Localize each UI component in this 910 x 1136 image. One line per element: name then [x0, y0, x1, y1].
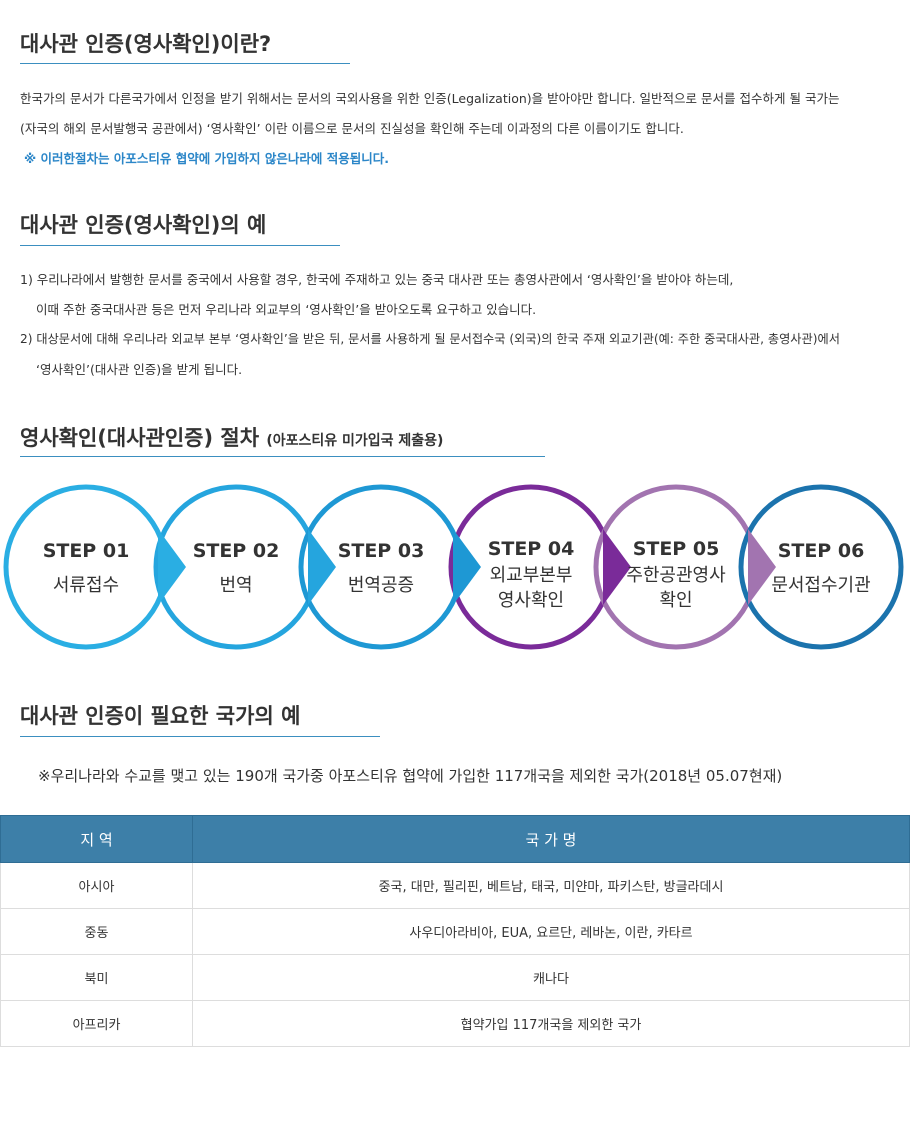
step-arrow [308, 529, 336, 605]
table-body: 아시아 중국, 대만, 필리핀, 베트남, 태국, 미얀마, 파키스탄, 방글라데… [0, 862, 910, 1047]
list-line: 1) 우리나라에서 발행한 문서를 중국에서 사용할 경우, 한국에 주재하고 … [20, 272, 734, 287]
title-underline [20, 63, 350, 64]
step-label: STEP 03 [338, 540, 425, 562]
section-title: 영사확인(대사관인증) 절차 (아포스티유 미가입국 제출용) [20, 422, 443, 452]
step-arrow [748, 529, 776, 605]
step-circle [738, 484, 904, 650]
step-arrow [603, 529, 631, 605]
section-title: 대사관 인증(영사확인)의 예 [20, 213, 267, 237]
region-cell: 중동 [0, 908, 193, 955]
header-cell: 국 가 명 [192, 815, 910, 863]
table-row: 중동 사우디아라비아, EUA, 요르단, 레바논, 이란, 카타르 [0, 908, 910, 955]
step-text: 서류접수 [53, 575, 119, 596]
step-text: 문서접수기관 [771, 575, 870, 596]
table-row: 북미 캐나다 [0, 954, 910, 1001]
country-table: 지 역 국 가 명 아시아 중국, 대만, 필리핀, 베트남, 태국, 미얀마, … [0, 815, 910, 1047]
list-line: 이때 주한 중국대사관 등은 먼저 우리나라 외교부의 ‘영사확인’을 받아오도… [36, 302, 537, 317]
paragraph-line: 한국가의 문서가 다른국가에서 인정을 받기 위해서는 문서의 국외사용을 위한… [20, 91, 840, 106]
countries-cell: 중국, 대만, 필리핀, 베트남, 태국, 미얀마, 파키스탄, 방글라데시 [192, 862, 910, 909]
region-cell: 북미 [0, 954, 193, 1001]
step-text: 주한공관영사 [626, 565, 726, 586]
step-label: STEP 06 [778, 540, 865, 562]
step-text: 번역 [219, 575, 252, 596]
section-title: 대사관 인증이 필요한 국가의 예 [20, 704, 301, 728]
list-line: 2) 대상문서에 대해 우리나라 외교부 본부 ‘영사확인’을 받은 뒤, 문서… [20, 332, 840, 346]
title-underline [20, 456, 545, 457]
title-underline [20, 736, 380, 737]
title-underline [20, 245, 340, 246]
subtitle: (아포스티유 미가입국 제출용) [266, 433, 444, 449]
paragraph-line: (자국의 해외 문서발행국 공관에서) ‘영사확인’ 이란 이름으로 문서의 진… [20, 121, 684, 136]
table-row: 아프리카 협약가입 117개국을 제외한 국가 [0, 1000, 910, 1047]
step-arrow [453, 529, 481, 605]
list-line: ‘영사확인’(대사관 인증)을 받게 됩니다. [36, 362, 243, 377]
step-text: 외교부본부 [490, 565, 573, 586]
step-circle [3, 484, 169, 650]
step-label: STEP 01 [43, 540, 130, 562]
step-text: 영사확인 [498, 590, 564, 611]
title-text: 영사확인(대사관인증) 절차 [20, 426, 260, 450]
header-row: 지 역 국 가 명 [0, 815, 910, 863]
note: ※ 이러한절차는 아포스티유 협약에 가입하지 않은나라에 적용됩니다. [24, 151, 390, 166]
step-label: STEP 04 [488, 538, 575, 560]
step-label: STEP 05 [633, 538, 720, 560]
step-label: STEP 02 [193, 540, 280, 562]
countries-cell: 사우디아라비아, EUA, 요르단, 레바논, 이란, 카타르 [192, 908, 910, 955]
region-cell: 아시아 [0, 862, 193, 909]
step-text: 번역공증 [348, 575, 414, 596]
header-cell: 지 역 [0, 815, 193, 863]
table-row: 아시아 중국, 대만, 필리핀, 베트남, 태국, 미얀마, 파키스탄, 방글라데… [0, 862, 910, 909]
step-text: 확인 [659, 590, 692, 611]
countries-cell: 캐나다 [192, 954, 910, 1001]
step-arrow [158, 529, 186, 605]
section-title: 대사관 인증(영사확인)이란? [20, 32, 272, 56]
step-diagram: STEP 01 서류접수 STEP 02 번역 STEP 03 번역공증 STEP 04 외교… [3, 484, 904, 650]
note: ※우리나라와 수교를 맺고 있는 190개 국가중 아포스티유 협약에 가입한 … [38, 767, 783, 785]
countries-cell: 협약가입 117개국을 제외한 국가 [192, 1000, 910, 1047]
region-cell: 아프리카 [0, 1000, 193, 1047]
